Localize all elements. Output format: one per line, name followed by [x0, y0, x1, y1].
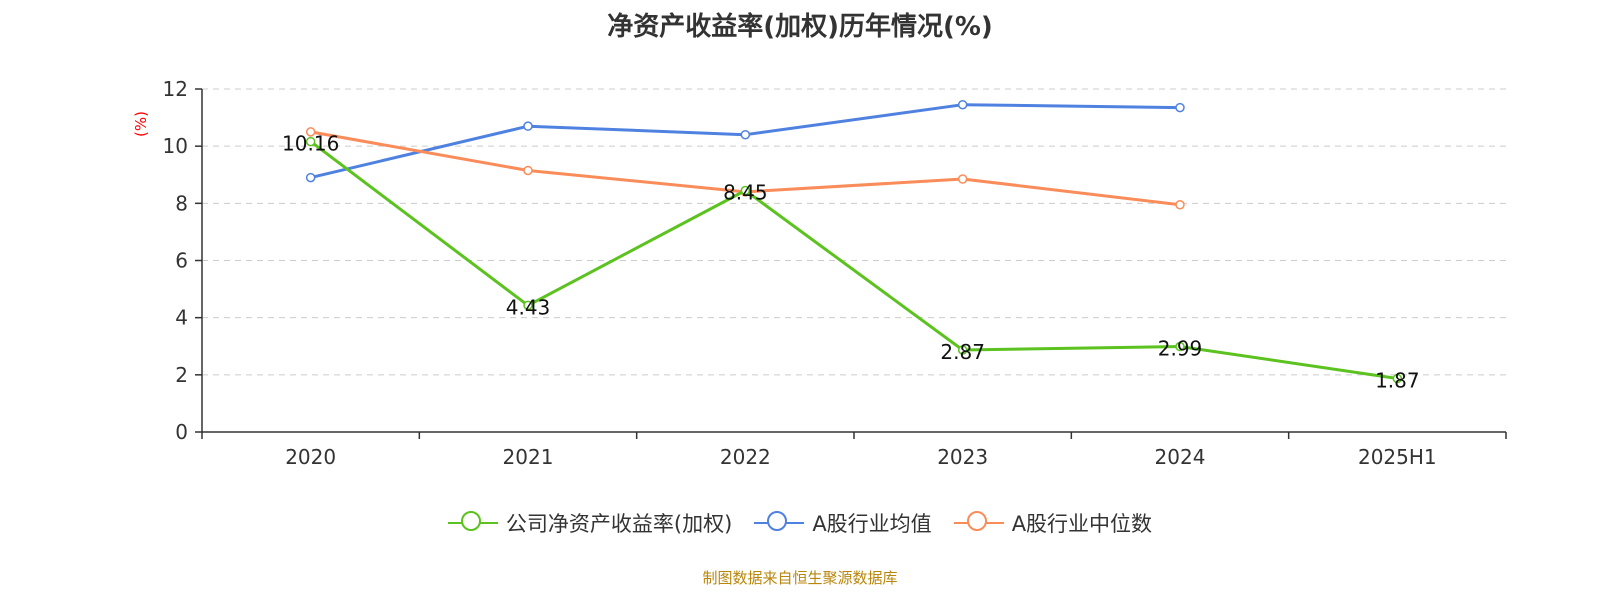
data-point-average	[740, 129, 751, 140]
data-point-company	[523, 300, 533, 311]
legend-marker-average	[767, 511, 788, 531]
legend-item-average[interactable]: A股行业均值	[754, 508, 932, 538]
data-label: 1.87	[1375, 369, 1420, 393]
x-tick-label: 2020	[285, 445, 336, 469]
data-point-average	[1175, 102, 1185, 113]
data-point-company	[1392, 373, 1403, 384]
data-label: 2.99	[1158, 337, 1203, 361]
x-tick-label: 2023	[937, 445, 988, 469]
series-line-company	[309, 140, 1398, 380]
legend-label-average: A股行业均值	[812, 512, 932, 536]
data-point-average	[957, 99, 968, 110]
y-tick-label: 0	[175, 420, 188, 444]
legend-marker-company	[460, 511, 481, 531]
data-label: 2.87	[940, 340, 985, 364]
data-label: 10.16	[282, 132, 339, 156]
data-point-median	[1175, 200, 1185, 210]
x-tick-label: 2024	[1155, 445, 1206, 469]
y-tick-label: 10	[163, 134, 188, 158]
data-point-average	[523, 121, 533, 131]
data-source-note: 制图数据来自恒生聚源数据库	[702, 569, 898, 587]
chart-title: 净资产收益率(加权)历年情况(%)	[607, 12, 993, 42]
legend-item-median[interactable]: A股行业中位数	[953, 508, 1153, 538]
data-point-median	[523, 165, 533, 176]
legend-swatch-company	[447, 511, 498, 535]
data-point-company	[957, 345, 968, 355]
data-point-company	[305, 136, 316, 147]
legend-item-company[interactable]: 公司净资产收益率(加权)	[447, 508, 733, 538]
data-label: 4.43	[506, 295, 551, 319]
x-tick-label: 2022	[720, 445, 771, 469]
y-tick-label: 8	[175, 191, 188, 215]
data-point-company	[1175, 341, 1185, 352]
data-point-average	[305, 172, 316, 183]
legend-label-median: A股行业中位数	[1011, 512, 1153, 536]
y-tick-label: 2	[175, 363, 188, 387]
series-line-average	[310, 103, 1181, 180]
legend-swatch-average	[754, 511, 805, 535]
legend-label-company: 公司净资产收益率(加权)	[505, 512, 733, 536]
legend-marker-median	[966, 511, 987, 531]
data-point-company	[740, 185, 751, 196]
legend-swatch-median	[953, 511, 1004, 535]
y-tick-label: 6	[175, 249, 188, 273]
legend: 公司净资产收益率(加权) A股行业均值 A股行业中位数	[0, 508, 1600, 538]
data-point-median	[305, 127, 316, 137]
y-tick-label: 4	[175, 306, 188, 330]
x-tick-label: 2021	[503, 445, 554, 469]
data-label: 8.45	[723, 180, 768, 204]
data-point-median	[957, 174, 968, 184]
x-tick-label: 2025H1	[1358, 445, 1437, 469]
y-axis-unit-label: (%)	[132, 111, 150, 137]
y-tick-label: 12	[163, 77, 188, 101]
